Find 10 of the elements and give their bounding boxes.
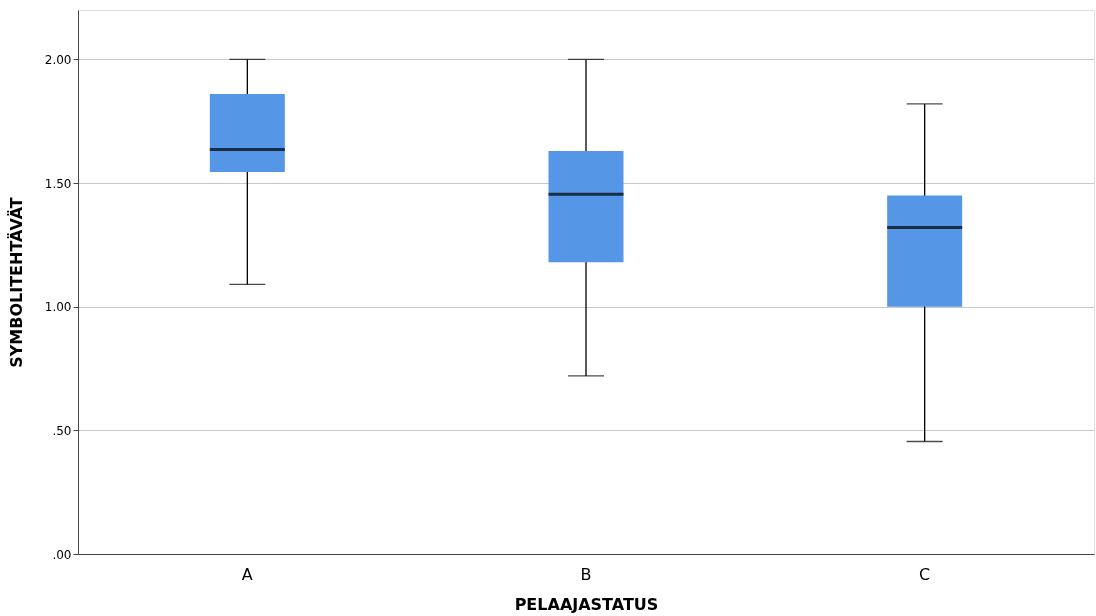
y-tick-label: .50	[52, 423, 72, 438]
x-tick-label: A	[241, 564, 253, 584]
x-tick-label: C	[919, 564, 931, 584]
x-tick-label: B	[580, 564, 592, 584]
y-axis-title: SYMBOLITEHTÄVÄT	[6, 197, 26, 368]
y-tick-label: 1.00	[44, 300, 72, 315]
x-axis-title: PELAAJASTATUS	[514, 594, 659, 614]
y-tick-label: 2.00	[44, 52, 72, 67]
y-tick-label: 1.50	[44, 176, 72, 191]
y-tick-label: .00	[52, 547, 72, 562]
